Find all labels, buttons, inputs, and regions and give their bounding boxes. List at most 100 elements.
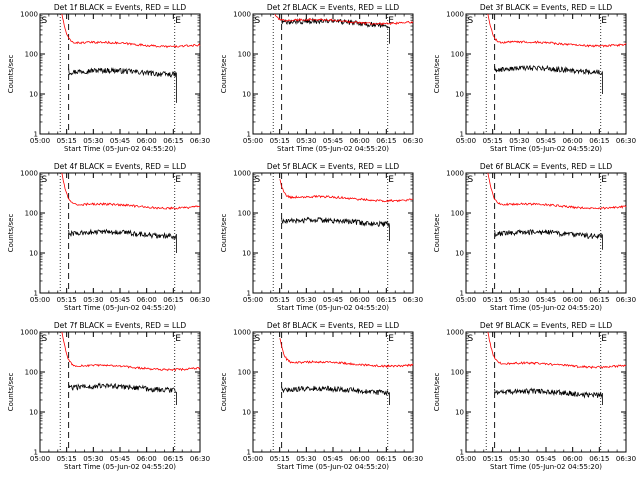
events-series-line xyxy=(494,228,603,250)
x-tick-label: 05:30 xyxy=(83,455,103,463)
y-tick-label: 10 xyxy=(242,409,251,417)
y-axis-label: Counts/sec xyxy=(433,373,441,412)
x-tick-label: 05:45 xyxy=(536,296,556,304)
x-tick-label: 06:30 xyxy=(190,137,210,145)
x-tick-label: 05:45 xyxy=(110,455,130,463)
start-marker-label: S xyxy=(42,175,48,185)
x-axis-label: Start Time (05-Jun-02 04:55:20) xyxy=(277,145,389,153)
y-tick-label: 1000 xyxy=(446,329,464,337)
panel-det-5: Det 5f BLACK = Events, RED = LLD 1 10 100 10… xyxy=(220,162,423,312)
x-tick-label: 06:30 xyxy=(403,455,423,463)
end-marker-label: E xyxy=(388,175,394,185)
y-tick-label: 1 xyxy=(460,131,464,139)
x-tick-label: 06:30 xyxy=(190,296,210,304)
x-tick-label: 06:00 xyxy=(137,296,157,304)
panel-title: Det 2f BLACK = Events, RED = LLD xyxy=(267,3,400,12)
end-marker-label: E xyxy=(601,334,607,344)
y-tick-label: 10 xyxy=(29,409,38,417)
y-tick-label: 1000 xyxy=(20,170,38,178)
x-tick-label: 06:30 xyxy=(616,296,636,304)
y-tick-label: 10 xyxy=(455,91,464,99)
x-tick-label: 06:30 xyxy=(403,137,423,145)
y-tick-label: 1 xyxy=(34,131,38,139)
x-axis-label: Start Time (05-Jun-02 04:55:20) xyxy=(490,304,602,312)
y-tick-label: 1 xyxy=(460,449,464,457)
panel-title: Det 9f BLACK = Events, RED = LLD xyxy=(480,321,613,330)
x-tick-label: 05:15 xyxy=(57,137,77,145)
x-tick-label: 05:15 xyxy=(483,296,503,304)
lld-series-line xyxy=(279,179,414,203)
x-tick-label: 06:00 xyxy=(350,296,370,304)
x-tick-label: 06:15 xyxy=(376,455,396,463)
x-tick-label: 05:00 xyxy=(243,296,263,304)
x-tick-label: 05:15 xyxy=(270,455,290,463)
y-tick-label: 100 xyxy=(238,369,251,377)
y-tick-label: 10 xyxy=(29,250,38,258)
x-tick-label: 06:30 xyxy=(616,455,636,463)
events-series-line xyxy=(281,385,390,405)
y-tick-label: 10 xyxy=(29,91,38,99)
y-axis-label: Counts/sec xyxy=(7,214,15,253)
end-marker-label: E xyxy=(175,16,181,26)
x-tick-label: 05:30 xyxy=(509,296,529,304)
x-tick-label: 05:30 xyxy=(509,137,529,145)
x-tick-label: 05:45 xyxy=(110,296,130,304)
x-axis-label: Start Time (05-Jun-02 04:55:20) xyxy=(490,145,602,153)
x-tick-label: 05:30 xyxy=(296,296,316,304)
y-axis-label: Counts/sec xyxy=(433,55,441,94)
x-tick-label: 06:15 xyxy=(163,137,183,145)
y-axis-label: Counts/sec xyxy=(220,55,228,94)
x-tick-label: 05:00 xyxy=(456,455,476,463)
panel-title: Det 1f BLACK = Events, RED = LLD xyxy=(54,3,187,12)
start-marker-label: S xyxy=(468,334,474,344)
x-tick-label: 05:45 xyxy=(323,296,343,304)
panel-title: Det 3f BLACK = Events, RED = LLD xyxy=(480,3,613,12)
lld-series-line xyxy=(487,13,627,48)
y-tick-label: 1 xyxy=(247,449,251,457)
x-tick-label: 06:00 xyxy=(563,137,583,145)
x-axis-label: Start Time (05-Jun-02 04:55:20) xyxy=(64,463,176,471)
y-axis-label: Counts/sec xyxy=(433,214,441,253)
x-axis-label: Start Time (05-Jun-02 04:55:20) xyxy=(490,463,602,471)
y-tick-label: 100 xyxy=(25,51,38,59)
y-tick-label: 100 xyxy=(25,210,38,218)
x-tick-label: 05:45 xyxy=(323,455,343,463)
events-series-line xyxy=(68,228,177,253)
x-tick-label: 06:30 xyxy=(403,296,423,304)
panel-title: Det 7f BLACK = Events, RED = LLD xyxy=(54,321,187,330)
events-series-line xyxy=(281,17,390,44)
y-tick-label: 10 xyxy=(455,409,464,417)
start-marker-label: S xyxy=(255,175,261,185)
y-tick-label: 1 xyxy=(247,131,251,139)
y-tick-label: 100 xyxy=(238,51,251,59)
end-marker-label: E xyxy=(388,16,394,26)
end-marker-label: E xyxy=(175,175,181,185)
panel-det-6: Det 6f BLACK = Events, RED = LLD 1 10 100 10… xyxy=(433,162,636,312)
x-tick-label: 05:15 xyxy=(483,455,503,463)
x-tick-label: 05:45 xyxy=(536,455,556,463)
x-tick-label: 05:30 xyxy=(83,137,103,145)
end-marker-label: E xyxy=(601,175,607,185)
panel-det-9: Det 9f BLACK = Events, RED = LLD 1 10 100 10… xyxy=(433,321,636,471)
end-marker-label: E xyxy=(388,334,394,344)
x-tick-label: 05:00 xyxy=(30,137,50,145)
start-marker-label: S xyxy=(255,334,261,344)
y-tick-label: 1 xyxy=(247,290,251,298)
x-tick-label: 06:00 xyxy=(137,455,157,463)
x-tick-label: 05:30 xyxy=(509,455,529,463)
panel-det-7: Det 7f BLACK = Events, RED = LLD 1 10 100 10… xyxy=(7,321,210,471)
x-tick-label: 05:00 xyxy=(456,296,476,304)
x-tick-label: 06:15 xyxy=(589,296,609,304)
panel-title: Det 4f BLACK = Events, RED = LLD xyxy=(54,162,187,171)
y-tick-label: 10 xyxy=(242,91,251,99)
y-tick-label: 10 xyxy=(455,250,464,258)
x-tick-label: 05:45 xyxy=(536,137,556,145)
x-tick-label: 06:00 xyxy=(137,137,157,145)
y-tick-label: 1000 xyxy=(20,11,38,19)
y-axis-label: Counts/sec xyxy=(7,373,15,412)
x-tick-label: 06:15 xyxy=(376,296,396,304)
x-tick-label: 06:15 xyxy=(589,455,609,463)
y-axis-label: Counts/sec xyxy=(220,373,228,412)
